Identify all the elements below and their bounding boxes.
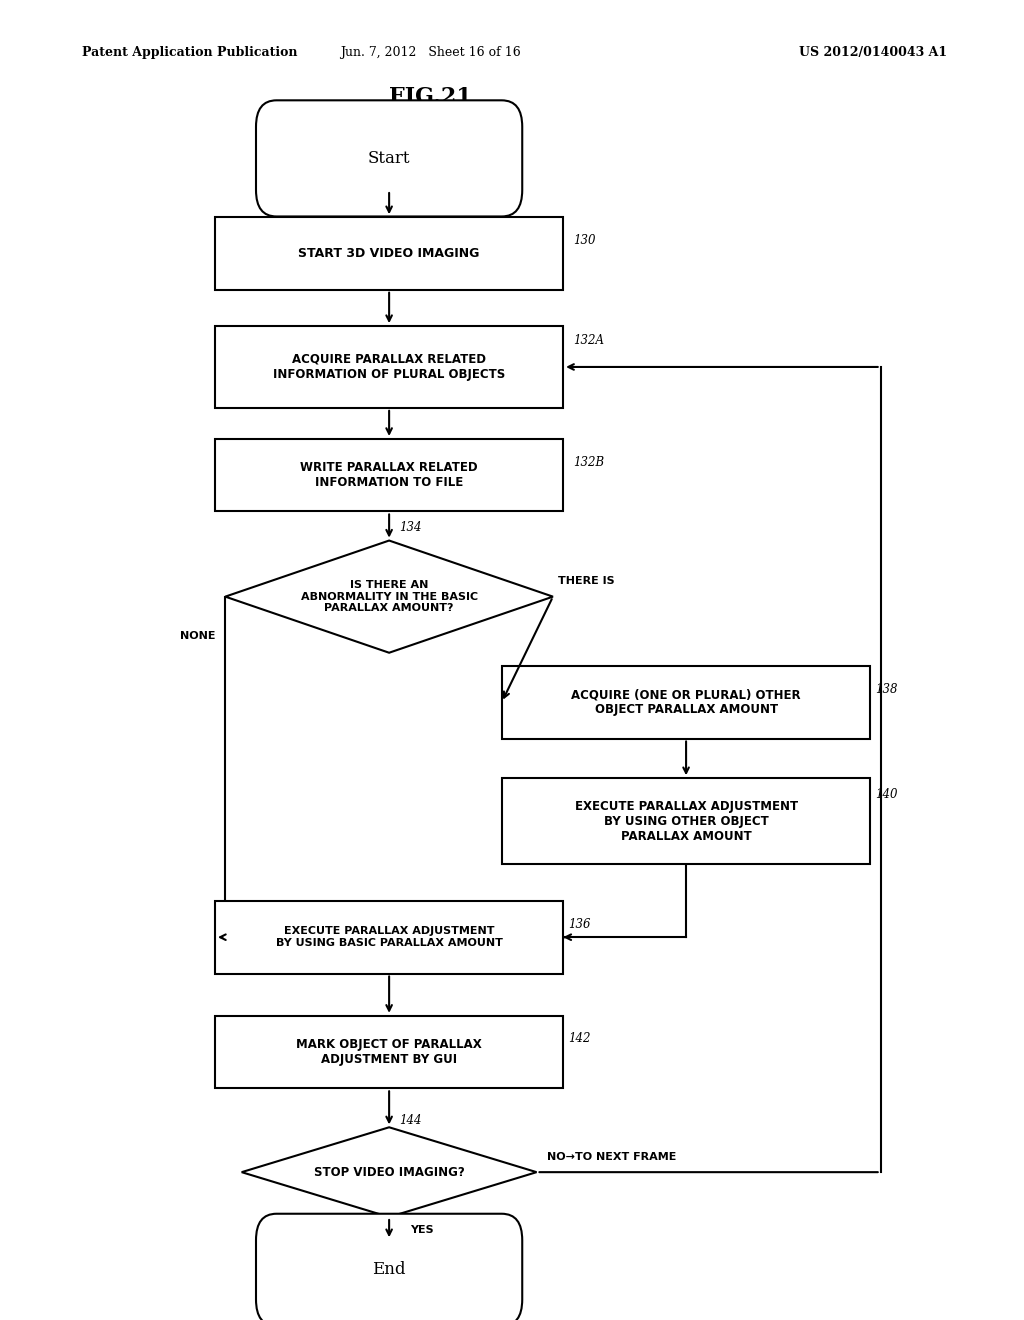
FancyBboxPatch shape (215, 438, 563, 511)
Text: ACQUIRE PARALLAX RELATED
INFORMATION OF PLURAL OBJECTS: ACQUIRE PARALLAX RELATED INFORMATION OF … (273, 352, 505, 381)
FancyBboxPatch shape (256, 100, 522, 216)
FancyBboxPatch shape (215, 902, 563, 974)
Text: NO→TO NEXT FRAME: NO→TO NEXT FRAME (547, 1151, 676, 1162)
Text: YES: YES (410, 1225, 433, 1236)
Text: STOP VIDEO IMAGING?: STOP VIDEO IMAGING? (313, 1166, 465, 1179)
Text: FIG.21: FIG.21 (389, 86, 471, 108)
Polygon shape (242, 1127, 537, 1217)
FancyBboxPatch shape (256, 1214, 522, 1320)
Text: EXECUTE PARALLAX ADJUSTMENT
BY USING OTHER OBJECT
PARALLAX AMOUNT: EXECUTE PARALLAX ADJUSTMENT BY USING OTH… (574, 800, 798, 842)
Text: 130: 130 (573, 234, 596, 247)
Text: 142: 142 (568, 1032, 591, 1045)
Polygon shape (225, 541, 553, 652)
Text: WRITE PARALLAX RELATED
INFORMATION TO FILE: WRITE PARALLAX RELATED INFORMATION TO FI… (300, 461, 478, 490)
Text: THERE IS: THERE IS (558, 576, 614, 586)
FancyBboxPatch shape (502, 667, 870, 739)
Text: EXECUTE PARALLAX ADJUSTMENT
BY USING BASIC PARALLAX AMOUNT: EXECUTE PARALLAX ADJUSTMENT BY USING BAS… (275, 927, 503, 948)
Text: START 3D VIDEO IMAGING: START 3D VIDEO IMAGING (298, 247, 480, 260)
FancyBboxPatch shape (215, 1016, 563, 1088)
Text: IS THERE AN
ABNORMALITY IN THE BASIC
PARALLAX AMOUNT?: IS THERE AN ABNORMALITY IN THE BASIC PAR… (301, 579, 477, 614)
Text: ACQUIRE (ONE OR PLURAL) OTHER
OBJECT PARALLAX AMOUNT: ACQUIRE (ONE OR PLURAL) OTHER OBJECT PAR… (571, 688, 801, 717)
Text: Start: Start (368, 150, 411, 166)
Text: NONE: NONE (179, 631, 215, 642)
Text: 132A: 132A (573, 334, 604, 347)
FancyBboxPatch shape (502, 777, 870, 863)
Text: US 2012/0140043 A1: US 2012/0140043 A1 (799, 46, 947, 59)
FancyBboxPatch shape (215, 216, 563, 289)
Text: 140: 140 (876, 788, 898, 801)
Text: 136: 136 (568, 917, 591, 931)
Text: End: End (373, 1262, 406, 1278)
Text: MARK OBJECT OF PARALLAX
ADJUSTMENT BY GUI: MARK OBJECT OF PARALLAX ADJUSTMENT BY GU… (296, 1038, 482, 1067)
Text: 138: 138 (876, 682, 898, 696)
Text: Jun. 7, 2012   Sheet 16 of 16: Jun. 7, 2012 Sheet 16 of 16 (340, 46, 520, 59)
Text: 132B: 132B (573, 455, 604, 469)
Text: Patent Application Publication: Patent Application Publication (82, 46, 297, 59)
Text: 144: 144 (399, 1114, 422, 1127)
Text: 134: 134 (399, 521, 422, 533)
FancyBboxPatch shape (215, 326, 563, 408)
